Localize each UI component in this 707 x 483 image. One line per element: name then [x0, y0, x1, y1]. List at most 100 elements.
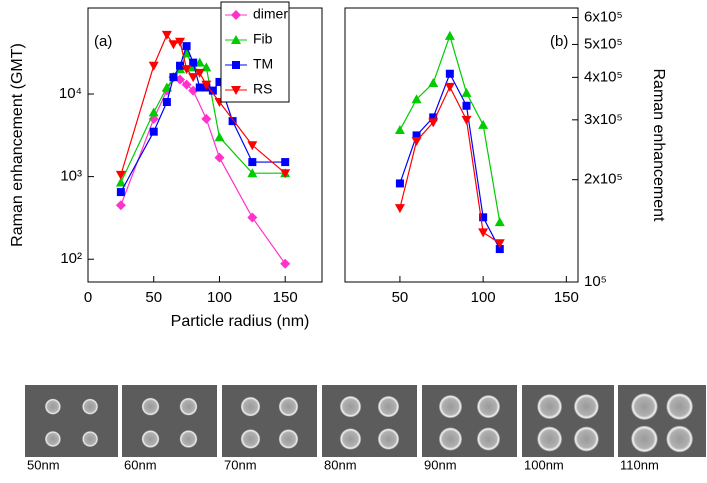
sem-particle: [574, 427, 599, 452]
marker: [445, 31, 455, 40]
sem-particle: [439, 395, 462, 418]
sem-particle: [279, 429, 299, 449]
x-tick-label: 150: [554, 289, 579, 306]
sem-particle: [537, 427, 562, 452]
y-tick-label: 5x10⁵: [584, 35, 623, 52]
sem-image: [522, 385, 614, 457]
marker: [445, 83, 455, 92]
marker: [117, 188, 125, 196]
panel-label: (a): [94, 33, 112, 50]
marker: [461, 116, 471, 125]
sem-particle: [631, 393, 658, 420]
sem-particle: [82, 399, 98, 415]
plot-frame: [345, 8, 578, 282]
marker: [201, 114, 211, 124]
marker: [214, 132, 224, 141]
sem-image: [618, 385, 706, 457]
sem-background: [522, 385, 614, 457]
series-line: [400, 36, 500, 222]
x-tick-label: 150: [273, 289, 298, 306]
marker: [428, 78, 438, 87]
marker: [214, 153, 224, 163]
y-axis-label: Raman enhancement: [650, 69, 667, 223]
series-line: [121, 77, 285, 264]
sem-particle: [142, 430, 160, 448]
marker: [116, 200, 126, 210]
image-caption: 110nm: [620, 457, 659, 472]
y-tick-label: 10⁴: [59, 85, 82, 102]
y-tick-label: 6x10⁵: [584, 8, 623, 25]
y-tick-label: 10⁵: [584, 273, 607, 290]
sem-particle: [82, 431, 98, 447]
y-axis-label: Raman enhancement (GMT): [9, 43, 26, 247]
figure: 0 50 100 150 10² 10³ 10⁴ (a) Raman enhancement (…: [0, 0, 707, 478]
sem-particle: [241, 397, 261, 417]
x-tick-label: 100: [207, 289, 232, 306]
sem-particle: [574, 394, 599, 419]
marker: [281, 158, 289, 166]
x-axis-label: Particle radius (nm): [171, 313, 310, 330]
marker: [150, 128, 158, 136]
y-tick-label: 3x10⁵: [584, 111, 623, 128]
sem-background: [122, 385, 217, 457]
legend-label: RS: [253, 81, 272, 97]
sem-particle: [142, 398, 160, 416]
image-caption: 50nm: [27, 457, 60, 472]
marker: [163, 98, 171, 106]
sem-particle: [340, 396, 361, 417]
marker: [461, 88, 471, 97]
sem-particle: [45, 431, 61, 447]
marker: [168, 40, 178, 49]
sem-particle: [340, 428, 361, 449]
legend-label: dimer: [253, 6, 288, 22]
marker: [478, 228, 488, 237]
marker: [462, 102, 470, 110]
sem-background: [422, 385, 517, 457]
sem-particle: [180, 398, 198, 416]
marker: [248, 158, 256, 166]
sem-particle: [666, 426, 693, 453]
sem-particle: [477, 427, 500, 450]
image-caption: 70nm: [224, 457, 257, 472]
image-caption: 100nm: [524, 457, 564, 472]
panel-label: (b): [550, 33, 568, 50]
sem-particle: [45, 399, 61, 415]
sem-image: [322, 385, 417, 457]
marker: [395, 204, 405, 213]
y-tick-label: 10³: [60, 168, 82, 185]
marker: [446, 70, 454, 78]
marker: [395, 125, 405, 134]
marker: [396, 179, 404, 187]
y-tick-label: 10²: [60, 250, 82, 267]
sem-particle: [279, 397, 299, 417]
marker: [478, 120, 488, 129]
sem-particle: [180, 430, 198, 448]
marker: [495, 217, 505, 226]
x-tick-label: 50: [145, 289, 162, 306]
sem-particle: [631, 426, 658, 453]
marker: [280, 259, 290, 269]
marker: [247, 212, 257, 222]
sem-particle: [378, 428, 399, 449]
image-caption: 80nm: [324, 457, 357, 472]
sem-image: [422, 385, 517, 457]
sem-particle: [666, 393, 693, 420]
x-tick-label: 100: [471, 289, 496, 306]
x-tick-label: 50: [392, 289, 409, 306]
sem-background: [25, 385, 118, 457]
y-tick-label: 4x10⁵: [584, 68, 623, 85]
legend-label: TM: [253, 56, 273, 72]
marker: [183, 42, 191, 50]
sem-background: [618, 385, 706, 457]
image-caption: 60nm: [124, 457, 157, 472]
sem-image: [222, 385, 317, 457]
marker: [162, 31, 172, 40]
x-tick-label: 0: [84, 289, 92, 306]
marker: [149, 62, 159, 71]
legend-marker: [232, 61, 240, 69]
sem-background: [322, 385, 417, 457]
y-tick-label: 2x10⁵: [584, 171, 623, 188]
sem-particle: [537, 394, 562, 419]
sem-particle: [477, 395, 500, 418]
sem-particle: [241, 429, 261, 449]
